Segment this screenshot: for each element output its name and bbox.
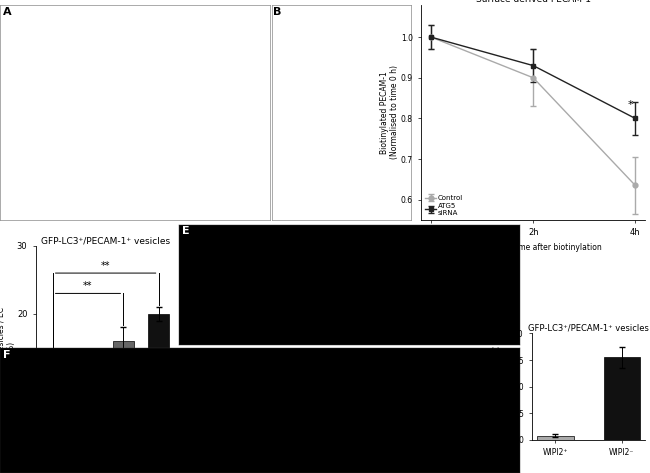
Y-axis label: GFP-LC3 vesicles / EC
(%): GFP-LC3 vesicles / EC (%) (493, 346, 512, 428)
Bar (537, 436, 573, 440)
Text: **: ** (83, 281, 93, 291)
Bar (42, 434, 63, 449)
Title: GFP-LC3⁺/PECAM-1⁺ vesicles: GFP-LC3⁺/PECAM-1⁺ vesicles (528, 324, 649, 333)
Text: **: ** (101, 261, 111, 271)
X-axis label: Chase pulse time after biotinylation: Chase pulse time after biotinylation (465, 243, 602, 252)
Text: *: * (627, 100, 633, 110)
Text: E: E (182, 226, 190, 236)
Y-axis label: GFP-LC3 vesicles / EC
(%): GFP-LC3 vesicles / EC (%) (0, 307, 16, 389)
Bar (112, 341, 134, 449)
Bar (148, 314, 169, 449)
Title: Surface derived PECAM-1: Surface derived PECAM-1 (476, 0, 591, 4)
Text: G: G (492, 321, 501, 331)
Text: A: A (3, 7, 11, 17)
Legend: Control, ATG5
siRNA: Control, ATG5 siRNA (424, 195, 464, 217)
Text: F: F (3, 350, 10, 360)
Title: GFP-LC3⁺/PECAM-1⁺ vesicles: GFP-LC3⁺/PECAM-1⁺ vesicles (41, 236, 170, 245)
Text: B: B (273, 7, 281, 17)
Y-axis label: Biotinylated PECAM-1
(Normalised to time 0 h): Biotinylated PECAM-1 (Normalised to time… (380, 65, 399, 159)
Bar (604, 358, 640, 440)
Bar (77, 419, 99, 449)
X-axis label: Labelling with anti-PECAM-1 (time): Labelling with anti-PECAM-1 (time) (39, 472, 172, 473)
